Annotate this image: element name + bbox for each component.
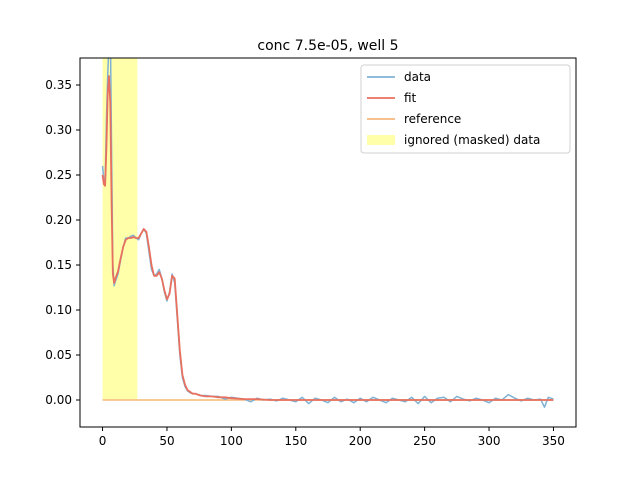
plot-frame: [79, 57, 577, 428]
x-tick-label: 250: [413, 434, 436, 448]
legend-swatch-masked: [367, 135, 395, 145]
chart-title: conc 7.5e-05, well 5: [257, 38, 398, 54]
y-tick-label: 0.05: [45, 348, 72, 362]
x-tick-label: 200: [349, 434, 372, 448]
x-tick-label: 350: [542, 434, 565, 448]
legend-label: data: [404, 70, 431, 84]
x-tick-label: 300: [478, 434, 501, 448]
y-axis: 0.00 0.05 0.10 0.15 0.20 0.25 0.30 0.35: [45, 78, 80, 407]
y-tick-label: 0.20: [45, 213, 72, 227]
y-tick-label: 0.10: [45, 303, 72, 317]
legend: data fit reference ignored (masked) data: [360, 64, 571, 154]
legend-box: [360, 64, 571, 154]
legend-label: ignored (masked) data: [404, 133, 540, 147]
y-tick-label: 0.30: [45, 123, 72, 137]
y-tick-label: 0.35: [45, 78, 72, 92]
x-tick-label: 100: [220, 434, 243, 448]
plot-area: [79, 57, 577, 428]
series-line-fit: [101, 75, 554, 401]
legend-label: reference: [404, 112, 461, 126]
legend-label: fit: [404, 91, 417, 105]
x-tick-label: 50: [159, 434, 174, 448]
x-axis: 0 50 100 150 200 250 300 350: [99, 427, 565, 448]
y-tick-label: 0.00: [45, 393, 72, 407]
y-tick-label: 0.15: [45, 258, 72, 272]
masked-region: [102, 58, 138, 400]
x-tick-label: 0: [99, 434, 107, 448]
y-tick-label: 0.25: [45, 168, 72, 182]
x-tick-label: 150: [284, 434, 307, 448]
